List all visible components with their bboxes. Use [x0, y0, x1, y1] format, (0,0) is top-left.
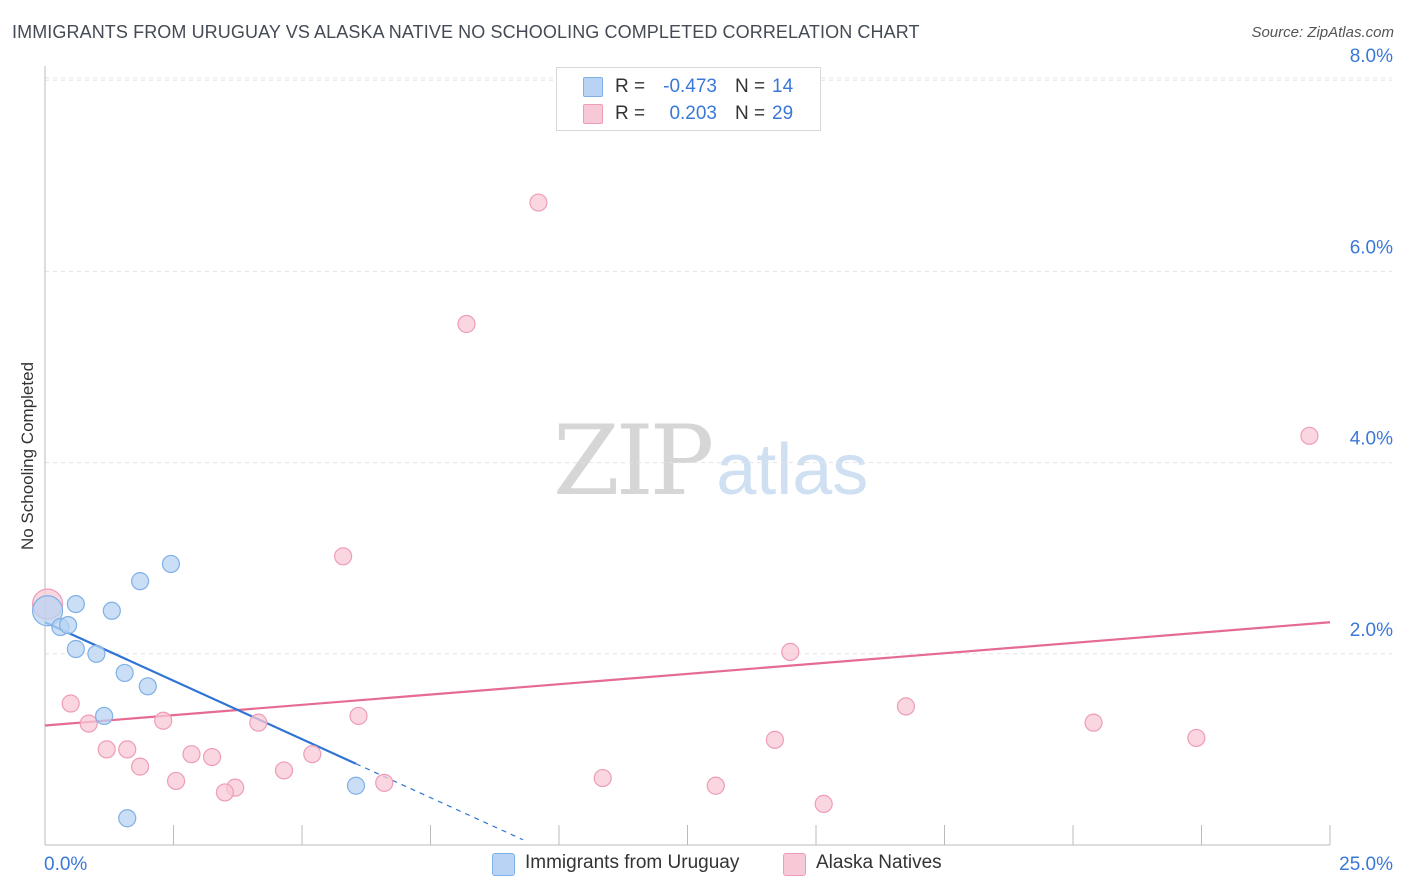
- chart-title: IMMIGRANTS FROM URUGUAY VS ALASKA NATIVE…: [12, 22, 920, 42]
- legend-label-uruguay: Immigrants from Uruguay: [525, 852, 740, 873]
- point-uruguay: [118, 809, 137, 828]
- point-alaska: [182, 745, 201, 764]
- point-uruguay: [31, 595, 64, 627]
- point-uruguay: [59, 616, 78, 635]
- point-layer: [31, 193, 1319, 828]
- grid-layer: [45, 77, 1392, 655]
- trend-layer: [44, 621, 1331, 841]
- r-value-alaska: 0.203: [669, 103, 717, 124]
- point-alaska: [166, 771, 186, 791]
- point-alaska: [1187, 728, 1206, 748]
- point-alaska: [249, 713, 268, 732]
- point-uruguay: [66, 639, 85, 659]
- source-label: Source: ZipAtlas.com: [1251, 24, 1394, 41]
- point-alaska: [781, 642, 800, 661]
- point-uruguay: [138, 677, 157, 696]
- point-uruguay: [346, 776, 366, 795]
- point-alaska: [274, 761, 294, 780]
- point-alaska: [202, 747, 222, 767]
- r-label: R =: [615, 103, 646, 124]
- legend-swatch-alaska: [783, 853, 806, 876]
- point-alaska: [349, 706, 368, 726]
- point-alaska: [118, 740, 137, 759]
- point-alaska: [303, 745, 322, 764]
- point-alaska: [79, 714, 98, 733]
- n-value-uruguay: 14: [772, 76, 794, 97]
- point-alaska: [706, 776, 725, 795]
- point-alaska: [334, 547, 353, 566]
- point-uruguay: [66, 594, 85, 614]
- legend-label-alaska: Alaska Natives: [816, 852, 942, 873]
- y-tick-label: 8.0%: [1350, 46, 1393, 67]
- point-uruguay: [161, 554, 181, 574]
- swatch-uruguay: [583, 77, 603, 97]
- tick-label-layer: 2.0% 4.0% 6.0% 8.0% 0.0% 25.0%: [44, 46, 1393, 875]
- point-alaska: [215, 783, 234, 802]
- n-value-alaska: 29: [772, 103, 794, 124]
- trend-line-uruguay: [44, 621, 357, 765]
- point-alaska: [97, 740, 116, 759]
- point-alaska: [814, 794, 833, 813]
- point-alaska: [457, 314, 476, 334]
- point-uruguay: [87, 644, 106, 663]
- stats-row-uruguay: R = -0.473 N = 14: [557, 73, 820, 99]
- point-alaska: [1084, 713, 1103, 732]
- axis-layer: [44, 66, 1331, 846]
- r-value-uruguay: -0.473: [663, 76, 717, 97]
- correlation-stats-box: R = -0.473 N = 14 R = 0.203 N = 29: [556, 67, 821, 131]
- point-alaska: [593, 768, 612, 788]
- legend: Immigrants from Uruguay Alaska Natives: [0, 851, 1406, 877]
- x-tick-label-min: 0.0%: [44, 854, 87, 875]
- y-tick-label: 2.0%: [1350, 620, 1393, 641]
- n-label: N =: [735, 103, 766, 124]
- r-label: R =: [615, 76, 646, 97]
- point-alaska: [130, 757, 150, 776]
- point-uruguay: [130, 572, 150, 591]
- point-uruguay: [102, 601, 121, 620]
- trend-line-alaska: [44, 621, 1331, 727]
- point-alaska: [896, 697, 916, 716]
- point-uruguay: [95, 706, 114, 726]
- y-tick-label: 4.0%: [1350, 429, 1393, 450]
- point-alaska: [765, 730, 784, 749]
- x-tick-label-max: 25.0%: [1339, 854, 1393, 875]
- legend-swatch-uruguay: [492, 853, 515, 876]
- swatch-alaska: [583, 104, 603, 124]
- stats-row-alaska: R = 0.203 N = 29: [557, 100, 820, 126]
- point-alaska: [1300, 426, 1319, 445]
- point-alaska: [375, 773, 394, 792]
- point-alaska: [154, 711, 173, 730]
- n-label: N =: [735, 76, 766, 97]
- point-alaska: [529, 193, 548, 212]
- point-uruguay: [115, 663, 134, 683]
- point-alaska: [61, 694, 80, 713]
- y-tick-label: 6.0%: [1350, 237, 1393, 258]
